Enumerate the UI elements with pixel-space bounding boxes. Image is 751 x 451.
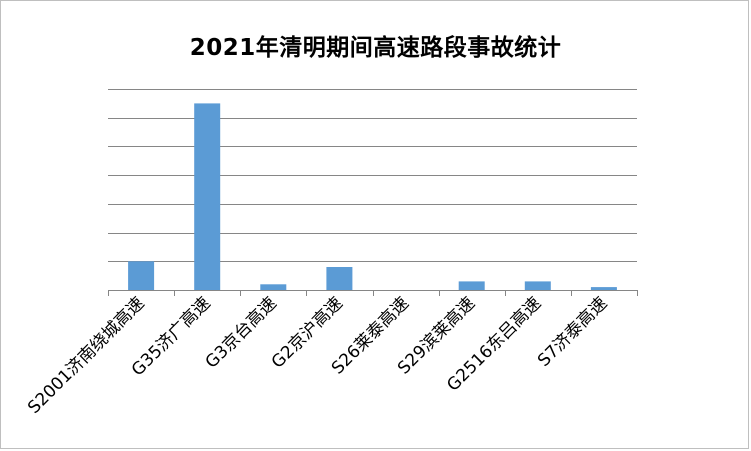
bar [458, 281, 485, 290]
bar [524, 281, 551, 290]
bar [128, 261, 155, 290]
bar [590, 287, 617, 290]
x-tick-label: S7济泰高速 [534, 293, 612, 371]
bar [260, 284, 287, 290]
x-tick-label: S2001济南绕城高速 [24, 293, 148, 417]
bar [194, 103, 221, 291]
chart-title: 2021年清明期间高速路段事故统计 [189, 35, 562, 61]
bar [326, 267, 353, 290]
